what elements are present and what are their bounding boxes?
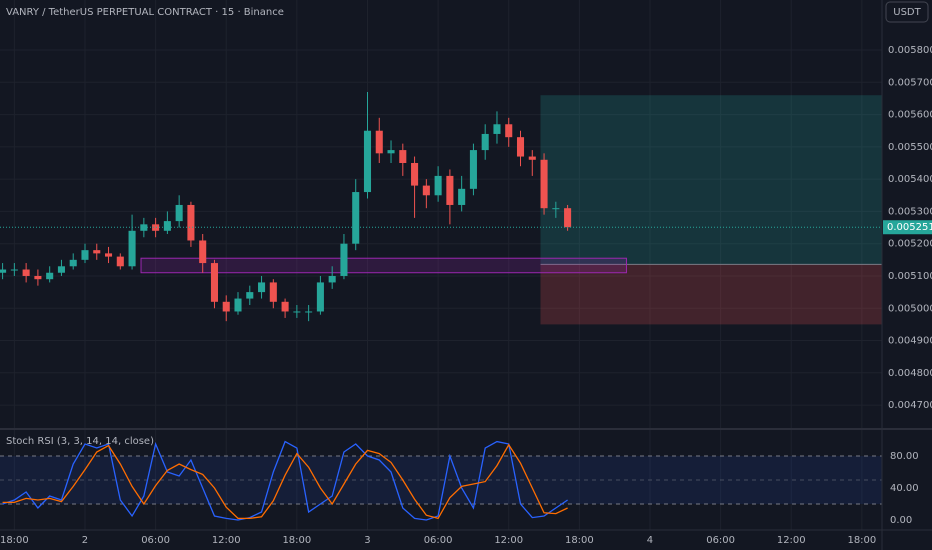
y-tick-label: 0.005200 — [888, 239, 932, 250]
candle-body — [352, 192, 360, 244]
candle-body — [210, 263, 218, 302]
candle-body — [57, 266, 65, 273]
y-tick-label: 0.004900 — [888, 336, 932, 347]
candle-body — [175, 204, 183, 222]
x-tick-label: 18:00 — [0, 535, 29, 546]
candle-body — [246, 292, 254, 299]
y-tick-label: 80.00 — [890, 451, 919, 462]
candle-body — [46, 272, 54, 280]
y-tick-label: 0.005800 — [888, 45, 932, 56]
y-tick-label: 0.005400 — [888, 174, 932, 185]
candle-body — [281, 301, 289, 312]
indicator-title: Stoch RSI (3, 3, 14, 14, close) — [6, 436, 154, 447]
y-tick-label: 40.00 — [890, 483, 919, 494]
candle-body — [199, 240, 207, 264]
y-tick-label: 0.005000 — [888, 303, 932, 314]
x-tick-label: 06:00 — [706, 535, 735, 546]
x-tick-label: 06:00 — [424, 535, 453, 546]
y-tick-label: 0.005600 — [888, 110, 932, 121]
x-tick-label: 12:00 — [777, 535, 806, 546]
candle-body — [234, 298, 242, 312]
candle-body — [140, 224, 148, 231]
candle-body — [152, 224, 160, 231]
candle-body — [493, 124, 501, 134]
currency-label[interactable]: USDT — [893, 7, 921, 18]
y-tick-label: 0.00 — [890, 515, 912, 526]
profit-zone — [540, 95, 882, 265]
candle-body — [305, 311, 313, 313]
x-tick-label: 3 — [364, 535, 370, 546]
candle-body — [269, 282, 277, 302]
candle-body — [328, 275, 336, 283]
candle-body — [552, 208, 560, 210]
x-tick-label: 4 — [647, 535, 653, 546]
x-tick-label: 06:00 — [141, 535, 170, 546]
candle-body — [69, 259, 77, 267]
rsi-line — [2, 440, 568, 521]
x-tick-label: 12:00 — [494, 535, 523, 546]
candle-body — [564, 208, 572, 228]
currency-button[interactable] — [885, 1, 929, 23]
candle-body — [540, 159, 548, 209]
loss-zone — [540, 264, 882, 325]
y-tick-label: 0.005300 — [888, 206, 932, 217]
candle-body — [258, 282, 266, 293]
candle-body — [411, 163, 419, 186]
candle-body — [222, 301, 230, 312]
x-tick-label: 18:00 — [565, 535, 594, 546]
candle-body — [446, 175, 454, 205]
candle-body — [187, 204, 195, 241]
y-tick-label: 0.005100 — [888, 271, 932, 282]
candle-body — [363, 130, 372, 193]
candle-body — [399, 150, 407, 164]
x-tick-label: 18:00 — [282, 535, 311, 546]
candle-body — [93, 250, 101, 254]
y-tick-label: 0.005500 — [888, 142, 932, 153]
y-tick-label: 0.004800 — [888, 368, 932, 379]
x-tick-label: 12:00 — [212, 535, 241, 546]
last-price-tag — [883, 220, 932, 235]
zone-rectangle — [140, 257, 627, 274]
indicator-pane — [0, 430, 882, 530]
candle-body — [10, 269, 18, 271]
symbol-title: VANRY / TetherUS PERPETUAL CONTRACT · 15… — [6, 7, 284, 18]
x-tick-label: 2 — [82, 535, 88, 546]
candle-body — [128, 230, 136, 267]
candle-body — [434, 175, 442, 196]
x-tick-label: 18:00 — [847, 535, 876, 546]
candle-body — [375, 130, 383, 154]
candle-body — [422, 185, 430, 196]
candle-body — [22, 269, 30, 276]
rsi-line — [2, 443, 568, 520]
price-pane — [0, 0, 882, 428]
candle-body — [104, 253, 113, 257]
y-tick-label: 0.005700 — [888, 77, 932, 88]
candle-body — [387, 150, 395, 154]
candle-body — [293, 311, 301, 313]
candle-body — [316, 282, 324, 312]
candle-body — [81, 250, 89, 260]
candle-body — [163, 221, 171, 231]
last-price-label: 0.005251 — [887, 222, 932, 233]
y-tick-label: 0.004700 — [888, 400, 932, 411]
candle-body — [481, 133, 489, 151]
candle-body — [505, 124, 513, 138]
candle-body — [340, 243, 348, 276]
candle-body — [458, 188, 466, 205]
axes: 18:00 2 06:00 12:00 18:00 3 06:00 12:00 18:00 4 06… — [0, 45, 932, 546]
candle-body — [528, 156, 536, 160]
candle-body — [469, 150, 477, 189]
candle-body — [0, 269, 7, 273]
candle-body — [34, 275, 42, 280]
candle-body — [116, 256, 124, 267]
candle-body — [516, 137, 525, 157]
